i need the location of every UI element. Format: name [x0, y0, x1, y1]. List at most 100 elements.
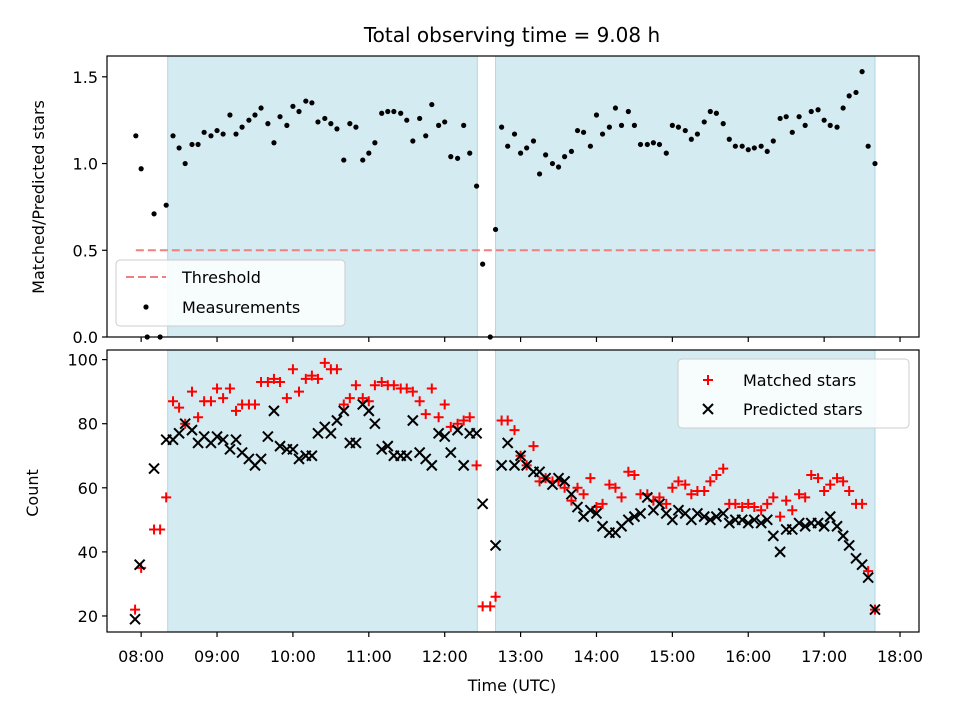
predicted-star-point	[653, 498, 666, 510]
predicted-star-point	[869, 603, 881, 616]
predicted-star-point	[489, 539, 502, 552]
matched-star-point	[838, 476, 849, 487]
matched-star-point	[338, 399, 349, 410]
predicted-star-point	[325, 427, 337, 440]
predicted-star-point	[382, 440, 394, 452]
matched-star-point	[654, 492, 665, 503]
predicted-star-point	[133, 558, 146, 571]
measurement-point	[208, 133, 214, 139]
y-tick-label: 100	[67, 351, 98, 370]
predicted-star-point	[262, 430, 274, 443]
measurement-point	[675, 124, 682, 130]
matched-star-point	[857, 498, 868, 509]
predicted-star-point	[552, 472, 565, 484]
matched-star-point	[231, 405, 242, 416]
measurement-point	[505, 143, 511, 149]
y-tick-label: 0.0	[73, 328, 98, 347]
measurement-point	[492, 226, 499, 233]
predicted-star-point	[438, 430, 451, 443]
y-tick-label: 0.5	[73, 241, 98, 260]
y-tick-label: 40	[78, 543, 98, 562]
measurement-point	[821, 117, 827, 123]
matched-star-point	[775, 511, 786, 522]
measurement-point	[663, 150, 669, 156]
measurement-point	[713, 110, 719, 116]
matched-star-point	[300, 373, 311, 384]
measurement-point	[770, 138, 776, 144]
matched-star-point	[794, 489, 805, 500]
x-tick-label: 13:00	[498, 647, 544, 666]
matched-star-point	[661, 498, 672, 509]
predicted-star-point	[774, 546, 786, 558]
x-tick-label: 08:00	[118, 647, 164, 666]
measurement-point	[133, 133, 139, 139]
matched-star-point	[673, 476, 684, 487]
matched-star-point	[357, 393, 368, 404]
bottom-y-axis-label: Count	[23, 469, 42, 517]
bottom-panel-frame	[106, 349, 920, 633]
predicted-star-point	[717, 507, 729, 520]
predicted-star-point	[432, 427, 445, 440]
measurement-point	[328, 121, 334, 127]
measurement-point	[309, 100, 315, 106]
measurement-point	[227, 112, 233, 118]
predicted-star-point	[230, 434, 242, 446]
measurement-point	[625, 108, 631, 115]
measurement-point	[859, 69, 865, 75]
predicted-star-point	[590, 507, 603, 520]
measurement-point	[442, 119, 448, 125]
matched-star-point	[420, 409, 431, 420]
measurement-point	[511, 131, 518, 137]
measurement-point	[461, 122, 467, 128]
measurement-point	[423, 133, 429, 139]
predicted-star-point	[255, 453, 267, 465]
measurement-point	[480, 261, 486, 267]
predicted-star-point	[331, 414, 343, 427]
measurement-point	[701, 119, 707, 125]
measurement-point	[580, 129, 587, 135]
legend-matched-swatch	[703, 375, 713, 385]
measurement-point	[682, 127, 688, 134]
predicted-star-point	[306, 450, 318, 462]
matched-star-point	[407, 386, 418, 397]
matched-star-point	[819, 486, 830, 496]
matched-star-point	[312, 373, 323, 384]
predicted-star-point	[843, 539, 855, 552]
measurement-point	[189, 141, 195, 148]
predicted-star-point	[338, 405, 350, 417]
measurement-point	[631, 122, 638, 128]
measurement-point	[783, 114, 789, 120]
y-tick-label: 80	[78, 415, 98, 434]
matched-star-point	[249, 399, 260, 410]
matched-star-point	[293, 386, 304, 397]
measurement-point	[473, 183, 480, 189]
measurement-point	[751, 145, 757, 151]
predicted-star-point	[742, 517, 754, 529]
legend-predicted-swatch	[702, 403, 714, 415]
measurement-point	[467, 150, 473, 156]
measurement-point	[334, 126, 340, 132]
matched-star-point	[749, 502, 760, 513]
matched-star-point	[768, 492, 779, 503]
measurement-point	[796, 114, 802, 120]
matched-star-point	[369, 380, 380, 391]
measurement-point	[612, 105, 619, 111]
measurement-point	[865, 143, 871, 149]
predicted-star-point	[672, 504, 685, 516]
legend-threshold-label: Threshold	[181, 268, 261, 287]
measurement-point	[834, 124, 840, 130]
measurement-point	[543, 152, 549, 158]
matched-star-point	[806, 469, 817, 480]
predicted-star-point	[363, 405, 375, 417]
x-tick-label: 15:00	[649, 647, 695, 666]
legend-predicted-label: Predicted stars	[743, 400, 863, 419]
measurement-point	[284, 122, 290, 128]
matched-star-point	[578, 489, 589, 500]
predicted-star-point	[268, 405, 280, 417]
x-tick-label: 10:00	[270, 647, 316, 666]
matched-star-point	[458, 415, 469, 426]
bottom-panel: 20 40 60 80 100 08:00 09:00 10:00 11:00 12:00 13:0…	[23, 349, 923, 695]
top-panel: 0.0 0.5 1.0 1.5 Matched/Predicted stars Thr…	[29, 55, 920, 347]
bottom-legend: Matched stars Predicted stars	[677, 358, 910, 429]
matched-star-point	[585, 473, 596, 484]
